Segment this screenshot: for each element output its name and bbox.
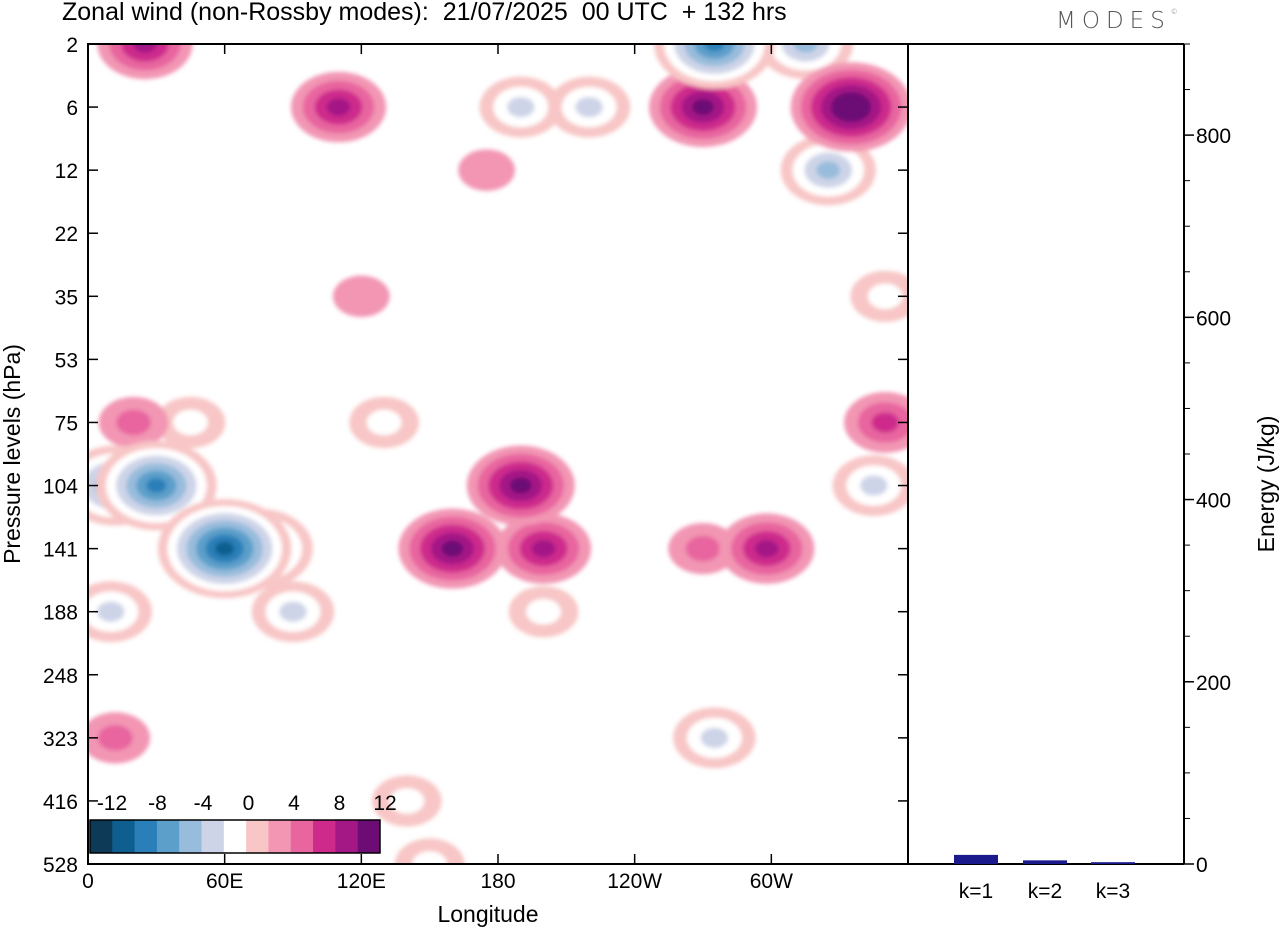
y-tick-label-13: 528 [43, 854, 78, 877]
colorbar-swatch-2 [134, 820, 158, 853]
y-tick-label-12: 416 [43, 791, 78, 814]
colorbar-swatch-12 [357, 820, 381, 853]
heatmap-cell-1-level-6 [146, 478, 167, 494]
energy-bar-1 [1023, 860, 1067, 864]
y-tick-label-9: 188 [43, 602, 78, 625]
heatmap-cell-27-level-1 [458, 149, 516, 191]
heatmap-cell-31-level-3 [700, 727, 729, 748]
colorbar-swatch-6 [223, 820, 247, 853]
modes-logo: MODES© [1056, 8, 1178, 34]
y-tick-label-2: 12 [55, 160, 78, 183]
colorbar-label-6: 12 [373, 792, 396, 815]
colorbar-swatch-4 [179, 820, 203, 853]
colorbar-label-4: 4 [288, 792, 300, 815]
colorbar-swatch-10 [313, 820, 336, 853]
x-tick-label-5: 60W [750, 870, 793, 893]
colorbar-label-3: 0 [243, 792, 255, 815]
y-tick-label-1: 6 [66, 97, 78, 120]
x-tick-label-2: 120E [337, 870, 386, 893]
colorbar-swatch-0 [90, 820, 113, 853]
energy-tick-label-2: 400 [1196, 490, 1231, 513]
colorbar-swatch-7 [246, 820, 269, 853]
energy-bar-0 [954, 854, 998, 864]
heatmap-cell-10-level-5 [441, 540, 464, 557]
colorbar-swatch-8 [268, 820, 292, 853]
x-tick-label-4: 120W [607, 870, 662, 893]
plot-frames [87, 43, 1185, 865]
heatmap-cell-26-level-4 [133, 44, 157, 53]
x-axis-label: Longitude [437, 901, 538, 927]
heatmap-cell-12-level-4 [531, 539, 556, 558]
heatmap-cell-32-level-2 [526, 598, 561, 625]
y-axis-energy: 0 200 400 600 800 Energy (J/kg) [1184, 43, 1279, 877]
energy-tick-label-1: 200 [1196, 672, 1231, 695]
heatmap-cell-28-level-1 [332, 275, 390, 318]
energy-bars: k=1 k=2 k=3 [954, 854, 1135, 903]
heatmap-cell-2-level-7 [215, 541, 235, 556]
heatmap-cell-20-level-6 [704, 44, 725, 52]
energy-bar-2 [1091, 862, 1135, 864]
colorbar: -12 -8 -4 0 4 8 12 [89, 792, 397, 854]
colorbar-frame [89, 819, 381, 854]
x-tick-label-3: 180 [480, 870, 515, 893]
y-tick-label-5: 53 [55, 349, 78, 372]
heatmap-cell-21-level-4 [793, 44, 818, 53]
heatmap-cell-23-level-3 [507, 96, 535, 118]
heatmap-cell-15-level-3 [871, 412, 899, 433]
heatmap-cell-13-level-4 [754, 539, 779, 558]
heatmap-cell-18-level-6 [840, 99, 862, 115]
colorbar-swatch-9 [290, 820, 314, 853]
y-tick-label-8: 141 [43, 539, 78, 562]
colorbar-swatch-11 [335, 820, 359, 853]
colorbar-label-1: -8 [148, 792, 167, 815]
colorbar-swatch-3 [156, 820, 180, 853]
heatmap-cell-30-level-3 [860, 475, 888, 496]
heatmap-cell-19-level-5 [692, 99, 714, 116]
heatmap-cell-8-level-2 [389, 788, 425, 814]
x-tick-label-0: 0 [82, 870, 94, 893]
colorbar-swatch-5 [201, 820, 225, 853]
x-tick-label-1: 60E [206, 870, 243, 893]
heatmap-cell-17-level-2 [97, 725, 133, 751]
heatmap-cell-14-level-2 [685, 535, 721, 562]
heatmap-cells [88, 44, 908, 864]
bar-category-label-2: k=3 [1096, 880, 1130, 903]
colorbar-swatch-1 [112, 820, 136, 853]
heatmap-field [88, 44, 908, 864]
colorbar-label-2: -4 [194, 792, 213, 815]
bar-category-label-1: k=2 [1028, 880, 1062, 903]
heatmap-cell-6-level-2 [173, 409, 208, 436]
y-tick-label-4: 35 [55, 286, 78, 309]
heatmap-cell-16-level-2 [116, 409, 151, 436]
heatmap-cell-9-level-2 [412, 851, 448, 864]
energy-tick-label-0: 0 [1196, 854, 1208, 877]
heatmap-cell-7-level-2 [366, 409, 402, 436]
heatmap-cell-25-level-4 [326, 98, 351, 116]
y-tick-label-3: 22 [55, 223, 78, 246]
bar-category-label-0: k=1 [959, 880, 993, 903]
y-axis-label: Pressure levels (hPa) [0, 344, 25, 564]
energy-tick-label-3: 600 [1196, 307, 1231, 330]
y-tick-label-11: 323 [43, 728, 78, 751]
heatmap-cell-4-level-3 [97, 601, 125, 622]
y-axis-pressure: 2 6 12 22 35 53 75 104 141 188 248 323 416 528 Pressur… [0, 34, 908, 877]
heatmap-cell-29-level-2 [867, 283, 903, 310]
chart-title: Zonal wind (non-Rossby modes): 21/07/202… [62, 0, 787, 26]
heatmap-cell-5-level-3 [279, 601, 307, 622]
y-tick-label-6: 75 [55, 412, 78, 435]
energy-axis-label: Energy (J/kg) [1253, 416, 1279, 553]
heatmap-cell-24-level-3 [575, 96, 603, 118]
y-tick-label-7: 104 [43, 476, 78, 499]
x-axis: 0 60E 120E 180 120W 60W Longitude [82, 44, 793, 927]
y-tick-label-10: 248 [43, 665, 78, 688]
energy-tick-label-4: 800 [1196, 125, 1231, 148]
y-tick-label-0: 2 [66, 34, 78, 57]
colorbar-label-5: 8 [334, 792, 346, 815]
colorbar-label-0: -12 [97, 792, 127, 815]
heatmap-cell-22-level-4 [816, 161, 841, 179]
heatmap-cell-11-level-5 [509, 477, 532, 494]
